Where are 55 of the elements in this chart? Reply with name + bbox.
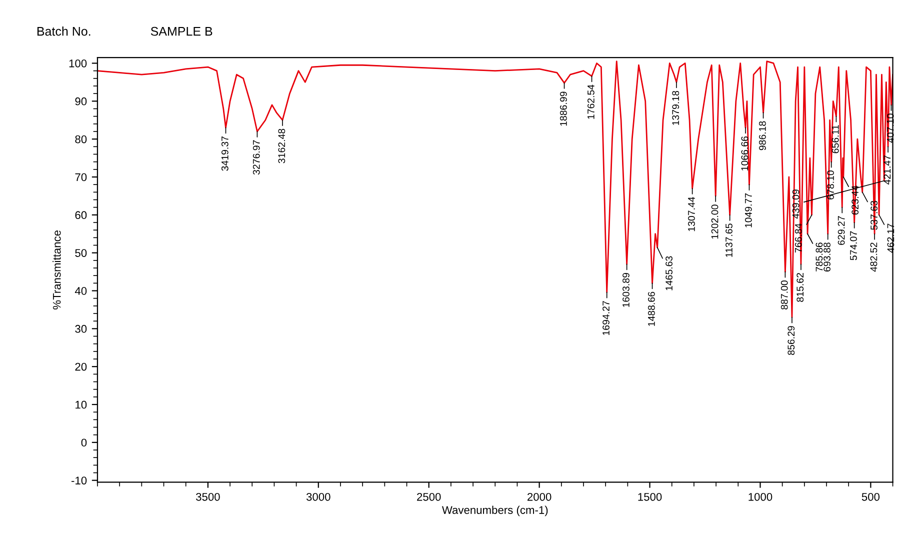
- annotation: 574.07: [850, 231, 857, 260]
- annotation: 1049.77: [744, 193, 752, 228]
- annotation: 482.52: [870, 242, 878, 272]
- y-tick-label: 0: [81, 438, 87, 447]
- y-tick-label: 20: [75, 362, 87, 371]
- y-tick-label: 90: [75, 97, 87, 106]
- annotation: 462.17: [887, 224, 894, 253]
- annotation: 537.63: [870, 200, 878, 230]
- y-tick-label: 60: [75, 211, 87, 220]
- annotation: 629.27: [838, 216, 845, 245]
- annotation: 766.84: [794, 224, 802, 252]
- annotation: 856.29: [788, 326, 795, 355]
- x-tick-label: 3000: [306, 492, 330, 501]
- annotation: 3162.48: [278, 128, 286, 164]
- y-tick-label: 40: [74, 287, 87, 295]
- x-tick-label: 500: [862, 492, 880, 501]
- x-tick-label: 3500: [196, 492, 220, 501]
- y-tick-label: 80: [75, 135, 87, 144]
- y-tick-label: 100: [69, 59, 87, 68]
- annotation: 1137.65: [726, 224, 732, 257]
- annotation: 3276.97: [252, 140, 260, 175]
- annotation: 421.47: [884, 155, 891, 184]
- y-tick-label: -10: [71, 476, 87, 484]
- annotation: 815.62: [796, 273, 804, 302]
- y-tick-label: 50: [75, 249, 87, 257]
- x-axis-title: Wavenumbers (cm-1): [442, 506, 548, 516]
- annotation: 1379.18: [672, 90, 680, 125]
- annotation: 1694.27: [602, 301, 610, 335]
- annotation: 785.86: [816, 242, 823, 272]
- x-tick-label: 1500: [638, 492, 662, 501]
- y-tick-label: 10: [76, 400, 87, 409]
- text: Batch No.: [37, 26, 90, 36]
- annotation: 1465.63: [666, 256, 672, 290]
- y-tick-label: 70: [75, 173, 87, 182]
- annotation: 439.09: [792, 190, 800, 219]
- x-tick-label: 2500: [417, 492, 441, 501]
- annotation: 887.00: [780, 280, 788, 310]
- annotation: 623.44: [852, 186, 859, 215]
- x-tick-label: 1000: [748, 492, 772, 501]
- annotation: 656.11: [832, 125, 839, 154]
- chart-title: SAMPLE B: [150, 26, 212, 36]
- annotation: 678.10: [827, 170, 834, 200]
- annotation: 986.18: [759, 121, 766, 150]
- annotation: 1762.54: [587, 84, 594, 119]
- annotation: 1066.66: [741, 136, 748, 170]
- annotation: 1886.99: [560, 92, 567, 126]
- x-tick-label: 2000: [528, 492, 552, 501]
- y-axis-title: %Transmittance: [52, 230, 61, 310]
- annotation: 1603.89: [622, 272, 630, 307]
- annotation: 1202.00: [711, 204, 718, 239]
- annotation: 3419.37: [221, 136, 228, 171]
- y-tick-label: 30: [75, 324, 87, 333]
- annotation: 1307.44: [688, 196, 695, 232]
- annotation: 693.88: [824, 242, 830, 272]
- annotation: 1488.66: [648, 292, 655, 326]
